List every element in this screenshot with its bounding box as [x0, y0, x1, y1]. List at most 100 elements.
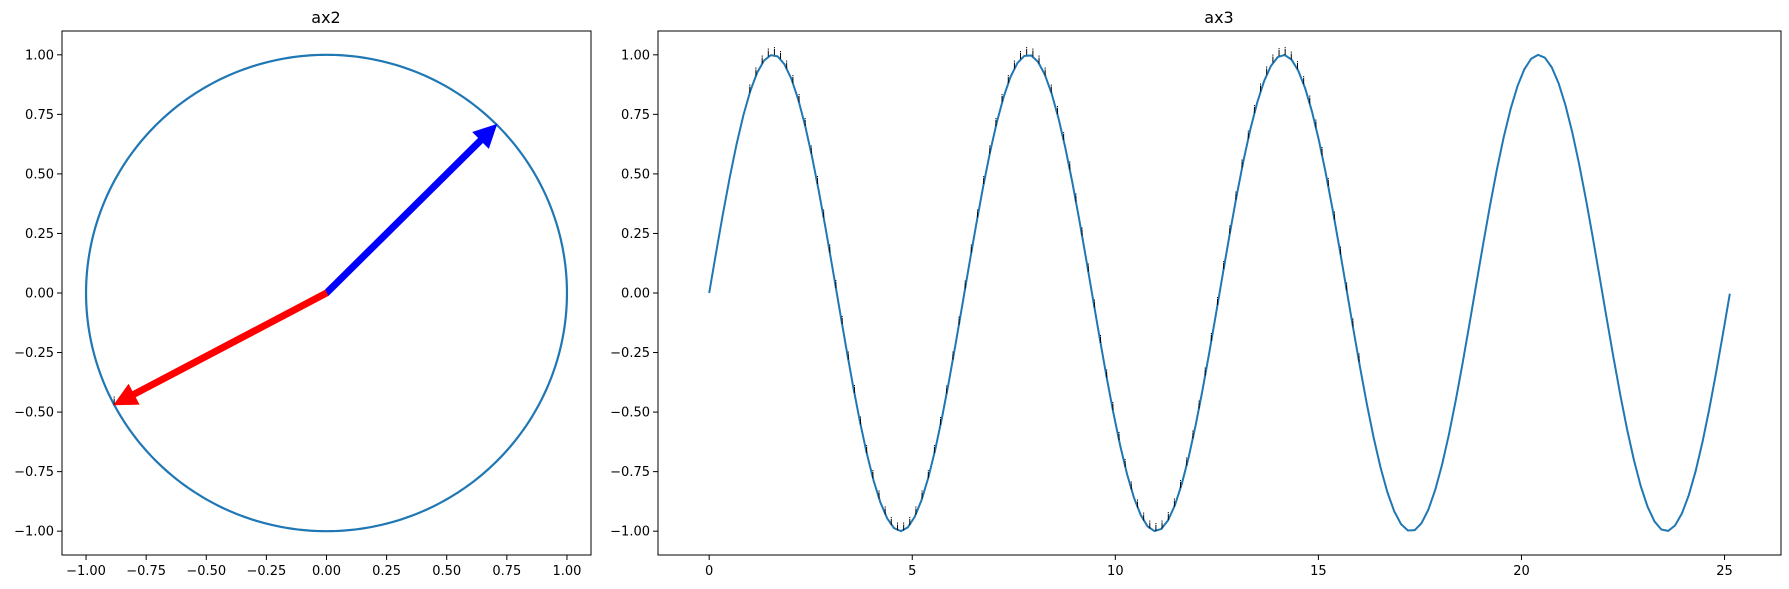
y-tick-label: −1.00: [14, 525, 54, 540]
annotation-label: i: [1351, 316, 1354, 329]
annotation-label: i: [1167, 510, 1170, 523]
annotation-label: i: [1222, 259, 1225, 272]
annotation-label: i: [767, 46, 770, 59]
arrow-red: [113, 289, 329, 406]
annotation-label: i: [816, 174, 819, 187]
annotation-label: i: [797, 92, 800, 105]
annotation-label: i: [908, 515, 911, 528]
chart-ax2: ax2 −1.00 −0.75 −0.50 −0.25 0.00 0.25 0.50 0.75…: [14, 8, 592, 579]
x-tick-label: −1.00: [66, 564, 106, 579]
annotation-label: i: [1074, 191, 1077, 204]
annotation-label: i: [113, 395, 116, 408]
annotation-label: i: [1290, 49, 1293, 62]
annotation-label: i: [773, 45, 776, 58]
annotation-label: i: [902, 521, 905, 534]
y-tick-label: −0.75: [610, 465, 650, 480]
annotation-label: i: [828, 242, 831, 255]
x-tick-label: 5: [908, 564, 916, 579]
x-tick-label: 0: [705, 564, 713, 579]
annotation-label: i: [1117, 430, 1120, 443]
annotation-label: i: [754, 65, 757, 78]
annotation-label: i: [1044, 65, 1047, 78]
annotation-label: i: [1308, 93, 1311, 106]
annotation-label: i: [982, 174, 985, 187]
x-tick-label: −0.75: [126, 564, 166, 579]
x-tick-label: 20: [1513, 564, 1530, 579]
annotation-label: i: [1093, 297, 1096, 310]
annotation-label: i: [1001, 92, 1004, 105]
annotation-label: i: [1148, 519, 1151, 532]
annotation-label: i: [785, 58, 788, 71]
annotation-label: i: [884, 504, 887, 517]
annotation-label: i: [988, 143, 991, 156]
annotation-label: i: [1056, 104, 1059, 117]
annotation-label: i: [933, 443, 936, 456]
annotation-label: i: [921, 489, 924, 502]
annotation-label: i: [834, 278, 837, 291]
annotation-label: i: [1124, 457, 1127, 470]
annotation-label: i: [1068, 159, 1071, 172]
annotation-label: i: [914, 504, 917, 517]
y-tick-label: −0.50: [610, 406, 650, 421]
x-tick-label: 0.25: [372, 564, 401, 579]
x-tick-label: −0.25: [246, 564, 286, 579]
annotation-label: i: [1327, 176, 1330, 189]
x-tick-label: 15: [1310, 564, 1327, 579]
annotation-label: i: [1216, 295, 1219, 308]
x-tick-label: 25: [1716, 564, 1733, 579]
annotation-label: i: [1228, 224, 1231, 237]
annotation-label: i: [1277, 46, 1280, 59]
y-tick-label: 0.00: [621, 287, 650, 302]
annotation-label: i: [822, 207, 825, 220]
plot-frame-ax3: [657, 30, 1782, 556]
annotation-label: i: [1234, 190, 1237, 203]
y-tick-label: 0.50: [25, 167, 54, 182]
annotation-label: i: [1333, 209, 1336, 222]
annotation-label: i: [951, 350, 954, 363]
plot-area-ax2: −1.00 −0.75 −0.50 −0.25 0.00 0.25 0.50 0.75 1.00…: [14, 48, 581, 579]
annotation-label: i: [896, 520, 899, 533]
y-tick-label: 0.00: [25, 287, 54, 302]
y-tick-label: −0.25: [14, 346, 54, 361]
annotation-label: i: [1050, 83, 1053, 96]
annotation-label: i: [1025, 45, 1028, 58]
annotation-label: i: [1259, 81, 1262, 94]
x-tick-label: −0.50: [186, 564, 226, 579]
annotation-label: i: [945, 383, 948, 396]
annotation-label: i: [877, 488, 880, 501]
annotation-label: i: [1111, 400, 1114, 413]
annotation-label: i: [1345, 280, 1348, 293]
annotation-label: i: [1185, 455, 1188, 468]
chart-ax3: ax3 0 5 10 15 20 25 −1.00 −0.75 −0.50 −0.25 0.00 0.…: [610, 8, 1782, 579]
annotation-label: i: [859, 415, 862, 428]
annotation-label: i: [1013, 58, 1016, 71]
annotation-label: i: [957, 314, 960, 327]
annotation-label: i: [871, 468, 874, 481]
annotation-label: i: [1265, 65, 1268, 78]
y-tick-label: −0.75: [14, 465, 54, 480]
annotation-label: i: [1161, 518, 1164, 531]
annotation-label: i: [1241, 158, 1244, 171]
annotation-label: i: [1271, 53, 1274, 66]
y-tick-label: 0.25: [25, 227, 54, 242]
annotation-label: i: [939, 415, 942, 428]
annotation-label: i: [1154, 521, 1157, 534]
annotation-label: i: [1253, 103, 1256, 116]
y-tick-label: 0.75: [621, 108, 650, 123]
x-tick-label: 0.00: [312, 564, 341, 579]
annotation-label: i: [853, 383, 856, 396]
annotation-label: i: [970, 242, 973, 255]
annotation-label: i: [810, 143, 813, 156]
annotation-label: i: [1321, 145, 1324, 158]
annotation-label: i: [1284, 45, 1287, 58]
annotation-label: i: [1314, 117, 1317, 130]
plot-frame-ax2: [61, 30, 592, 556]
annotation-label: i: [1087, 261, 1090, 274]
annotation-label: i: [927, 468, 930, 481]
annotation-label: i: [890, 515, 893, 528]
sine-line: [708, 53, 1731, 533]
annotation-label: i: [1173, 497, 1176, 510]
annotation-label: i: [1247, 128, 1250, 141]
annotation-label: i: [1081, 226, 1084, 239]
annotation-label: i: [1136, 497, 1139, 510]
